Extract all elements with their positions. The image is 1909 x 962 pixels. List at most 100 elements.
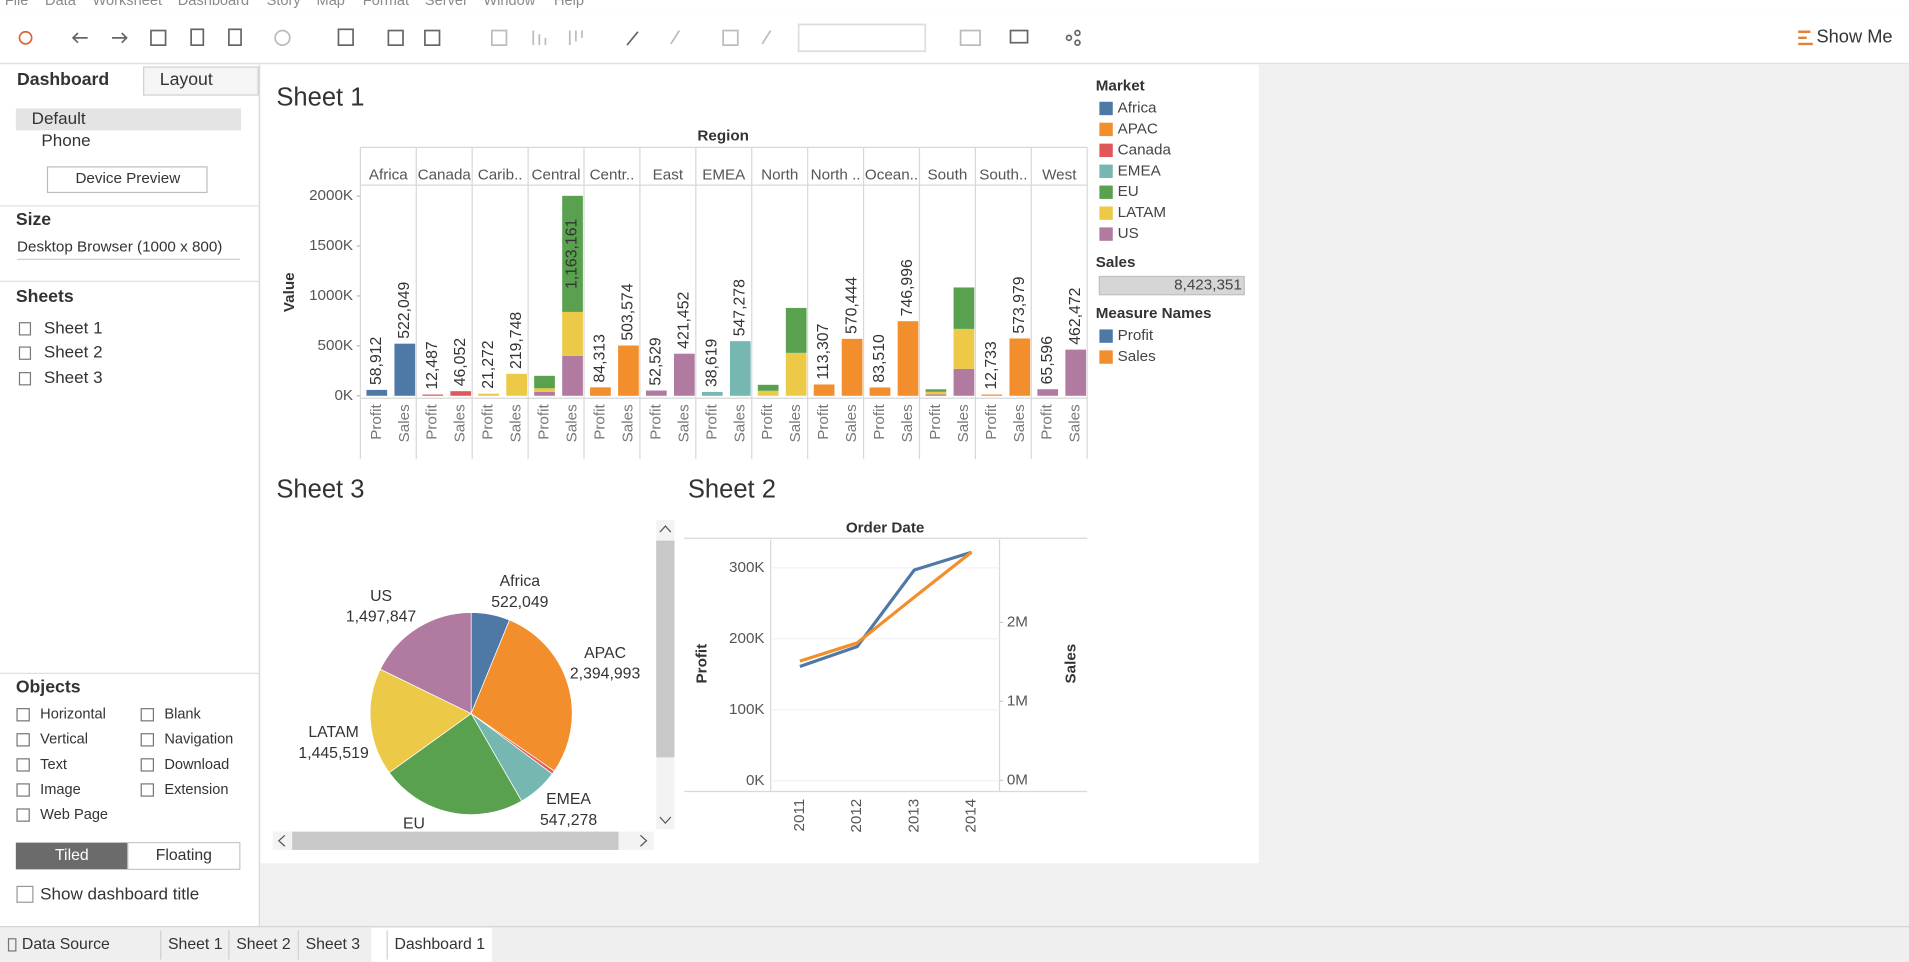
slice-label: Africa	[500, 573, 541, 590]
mode-label: Floating	[156, 847, 212, 864]
measure-label: Sales	[675, 404, 692, 442]
h-scroll-thumb[interactable]	[292, 832, 618, 850]
legend-entry: Canada	[1118, 141, 1172, 158]
sheet-tab: Sheet 1	[168, 936, 223, 953]
measure-label: Sales	[787, 404, 804, 442]
menu-item: Story	[267, 0, 302, 9]
slice-value: 2,394,993	[570, 666, 641, 683]
measure-label: Sales	[508, 404, 525, 442]
checkbox[interactable]	[17, 886, 33, 902]
bar-segment	[702, 392, 723, 396]
mode-label: Tiled	[55, 847, 89, 864]
slice-value: 547,278	[540, 812, 597, 829]
bar-segment	[898, 321, 919, 396]
bar-segment	[842, 339, 863, 396]
measure-label: Profit	[536, 404, 553, 440]
legend-swatch	[1099, 206, 1112, 219]
legend-title: Sales	[1096, 254, 1136, 271]
bar-segment	[534, 376, 555, 388]
object-item: Navigation	[164, 732, 233, 748]
sheet-item: Sheet 2	[44, 343, 103, 362]
device: Phone	[41, 131, 90, 150]
device: Default	[32, 109, 86, 128]
measure-label: Sales	[955, 404, 972, 442]
measure-label: Sales	[1067, 404, 1084, 442]
measure-label: Profit	[815, 404, 832, 440]
bar-segment	[758, 391, 779, 396]
measure-label: Profit	[368, 404, 385, 440]
checkbox-label: Show dashboard title	[40, 884, 199, 903]
measure-label: Profit	[871, 404, 888, 440]
measure-label: Profit	[1039, 404, 1056, 440]
tab: Dashboard	[17, 69, 109, 89]
header: Region	[697, 127, 749, 144]
measure-label: Sales	[899, 404, 916, 442]
data-label: 522,049	[396, 281, 413, 338]
y-tick-label: 0K	[746, 772, 765, 789]
data-label: 46,052	[452, 338, 469, 386]
legend-entry: Africa	[1118, 99, 1157, 116]
section-title: Size	[16, 209, 51, 229]
header: Order Date	[846, 519, 925, 536]
sheet-tab: Dashboard 1	[394, 936, 485, 953]
bar-segment	[618, 346, 639, 396]
size-select: Desktop Browser (1000 x 800)	[17, 238, 222, 255]
sheet-tab: Data Source	[22, 936, 110, 953]
region-label: East	[653, 166, 684, 183]
y2-tick-label: 2M	[1007, 613, 1028, 630]
bar-segment	[954, 369, 975, 396]
legend-entry: EMEA	[1118, 162, 1162, 179]
region-label: Central	[532, 166, 581, 183]
bar-segment	[534, 388, 555, 391]
y-tick-label: 0K	[334, 387, 353, 404]
bar-segment	[562, 356, 583, 396]
bar-segment	[926, 394, 947, 395]
sheet-title: Sheet 2	[688, 475, 776, 503]
bar-segment	[506, 374, 527, 396]
axis-title: Sales	[1062, 644, 1079, 684]
sheet-tab: Sheet 3	[306, 936, 361, 953]
y-tick-label: 500K	[318, 337, 354, 354]
menu-item: Worksheet	[93, 0, 162, 9]
data-label: 746,996	[899, 259, 916, 316]
measure-label: Sales	[396, 404, 413, 442]
sheet-title: Sheet 1	[276, 83, 364, 111]
y-tick-label: 1500K	[309, 237, 353, 254]
bar-segment	[394, 344, 415, 396]
sheet-tab: Sheet 2	[236, 936, 291, 953]
measure-label: Profit	[703, 404, 720, 440]
object-item: Blank	[164, 707, 201, 723]
data-label: 570,444	[843, 277, 860, 334]
measure-label: Sales	[843, 404, 860, 442]
legend-entry: Sales	[1118, 348, 1156, 365]
legend-swatch	[1099, 123, 1112, 136]
x-tick-label: 2012	[848, 799, 865, 833]
slice-label: APAC	[584, 645, 626, 662]
slice-value: 522,049	[491, 594, 548, 611]
object-item: Download	[164, 757, 229, 773]
y-tick-label: 200K	[729, 630, 765, 647]
bar-segment	[366, 390, 387, 396]
y-tick-label: 2000K	[309, 187, 353, 204]
legend-swatch	[1099, 144, 1112, 157]
legend-title: Measure Names	[1096, 305, 1212, 322]
bar-segment	[814, 384, 835, 395]
region-label: Canada	[418, 166, 472, 183]
slice-value: 1,497,847	[346, 609, 416, 626]
data-label: 12,487	[424, 341, 441, 389]
measure-label: Profit	[927, 404, 944, 440]
object-item: Horizontal	[40, 707, 106, 723]
bar-segment	[730, 341, 751, 396]
v-scroll-thumb[interactable]	[656, 541, 674, 758]
button-label: Device Preview	[75, 170, 181, 187]
legend-entry: EU	[1118, 183, 1139, 200]
region-label: Africa	[369, 166, 408, 183]
menu-item: File	[5, 0, 29, 9]
region-label: South	[928, 166, 968, 183]
bar-segment	[926, 389, 947, 391]
bar-segment	[981, 395, 1002, 396]
region-label: North	[761, 166, 798, 183]
region-label: South..	[979, 166, 1027, 183]
measure-label: Profit	[647, 404, 664, 440]
y-tick-label: 300K	[729, 559, 765, 576]
